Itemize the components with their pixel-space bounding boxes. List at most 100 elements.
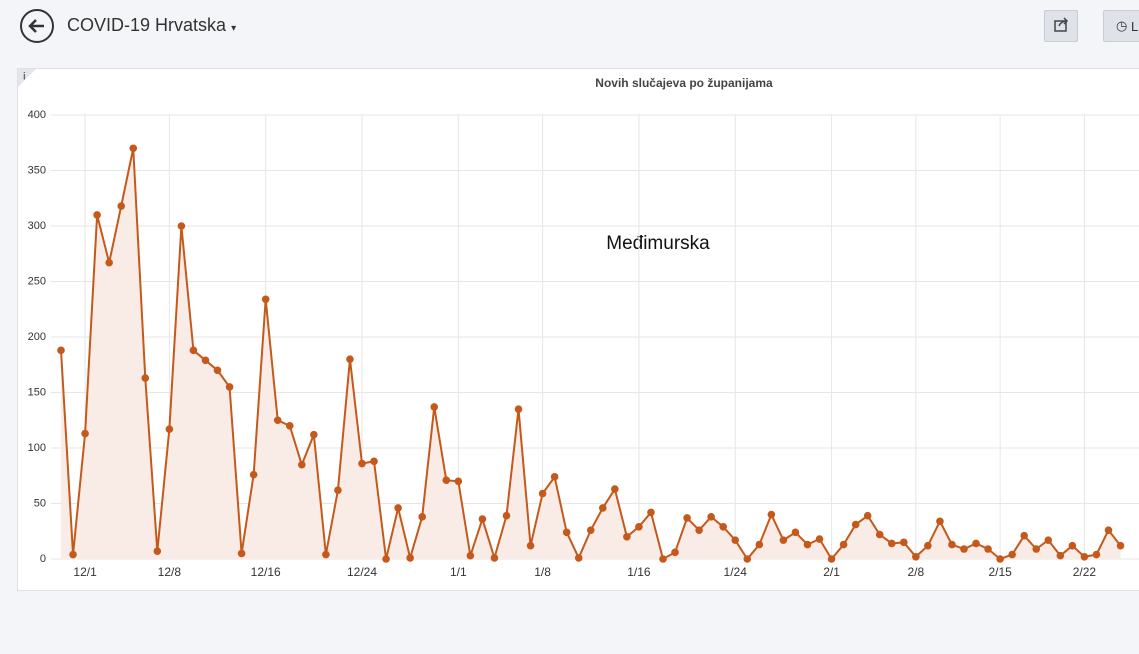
x-tick-label: 1/1 — [450, 565, 467, 579]
point — [213, 366, 222, 375]
x-tick-label: 1/16 — [627, 565, 651, 579]
point — [1104, 526, 1113, 534]
dashboard-title[interactable]: COVID-19 Hrvatska ▾ — [67, 15, 236, 36]
point — [322, 550, 330, 559]
point — [863, 511, 872, 520]
point — [406, 554, 414, 562]
point — [996, 555, 1004, 563]
point — [1032, 545, 1041, 553]
chart-title: Novih slučajeva po županijama — [595, 76, 773, 90]
point — [887, 539, 896, 548]
point — [647, 508, 655, 517]
point — [707, 513, 715, 521]
point — [562, 528, 571, 537]
point — [225, 383, 234, 391]
point — [418, 513, 427, 521]
point — [273, 416, 282, 425]
point — [803, 540, 812, 549]
point — [237, 549, 246, 558]
point — [466, 551, 475, 560]
point — [779, 536, 788, 544]
point — [141, 374, 150, 382]
clock-icon: ◷ — [1116, 18, 1128, 33]
point — [442, 476, 451, 484]
point — [875, 530, 884, 539]
point — [261, 295, 270, 304]
info-corner[interactable] — [18, 69, 36, 87]
point — [1044, 536, 1053, 544]
point — [635, 523, 643, 531]
x-tick-label: 12/24 — [347, 565, 377, 579]
point — [1092, 550, 1101, 559]
point — [731, 536, 740, 544]
point — [851, 520, 860, 529]
point — [310, 430, 318, 439]
back-icon — [28, 19, 44, 33]
point — [695, 526, 703, 534]
x-tick-label: 2/8 — [907, 565, 924, 579]
point — [815, 535, 824, 543]
point — [984, 545, 992, 553]
point — [972, 539, 980, 548]
title-text: COVID-19 Hrvatska — [67, 15, 227, 35]
y-tick-label: 0 — [40, 553, 46, 565]
area — [61, 148, 1121, 560]
point — [394, 504, 402, 512]
point — [69, 550, 77, 559]
info-icon: i — [23, 72, 26, 83]
point — [1068, 541, 1077, 550]
point — [201, 356, 210, 365]
y-tick-label: 150 — [28, 386, 46, 398]
time-button[interactable]: ◷ L — [1103, 10, 1139, 42]
point — [599, 504, 607, 512]
point — [285, 422, 294, 430]
point — [382, 555, 390, 563]
point — [683, 514, 691, 522]
point — [129, 144, 138, 153]
point — [57, 346, 65, 355]
dropdown-caret: ▾ — [231, 23, 237, 34]
point — [755, 540, 764, 549]
point — [478, 515, 487, 523]
point — [490, 554, 499, 562]
point — [538, 489, 547, 498]
x-tick-label: 12/1 — [73, 565, 97, 579]
point — [671, 548, 679, 557]
y-tick-label: 400 — [28, 109, 46, 121]
point — [948, 540, 956, 549]
point — [153, 547, 162, 556]
point — [502, 511, 511, 520]
point — [1020, 531, 1028, 540]
point — [1080, 552, 1089, 561]
chart: i Novih slučajeva po županijama Međimurs… — [18, 69, 1139, 579]
point — [1008, 550, 1016, 559]
point — [334, 486, 342, 494]
point — [574, 554, 583, 562]
point — [358, 459, 366, 468]
button-label: L — [1131, 19, 1139, 34]
point — [924, 541, 932, 550]
x-tick-label: 12/8 — [158, 565, 182, 579]
point — [791, 528, 800, 537]
x-tick-label: 12/16 — [251, 565, 281, 579]
point — [827, 555, 836, 563]
point — [370, 457, 378, 466]
point — [912, 552, 920, 561]
point — [165, 425, 174, 433]
x-tick-label: 2/15 — [988, 565, 1012, 579]
point — [623, 533, 631, 541]
y-tick-label: 300 — [28, 220, 46, 232]
back-button[interactable] — [20, 9, 54, 43]
x-tick-label: 2/1 — [823, 565, 840, 579]
point — [189, 346, 198, 355]
point — [298, 460, 306, 469]
point — [611, 485, 619, 493]
share-button[interactable] — [1044, 10, 1078, 42]
point — [586, 526, 595, 534]
point — [743, 555, 752, 563]
y-tick-label: 250 — [28, 275, 46, 287]
point — [659, 555, 667, 563]
y-tick-label: 100 — [28, 442, 46, 454]
point — [839, 540, 848, 549]
